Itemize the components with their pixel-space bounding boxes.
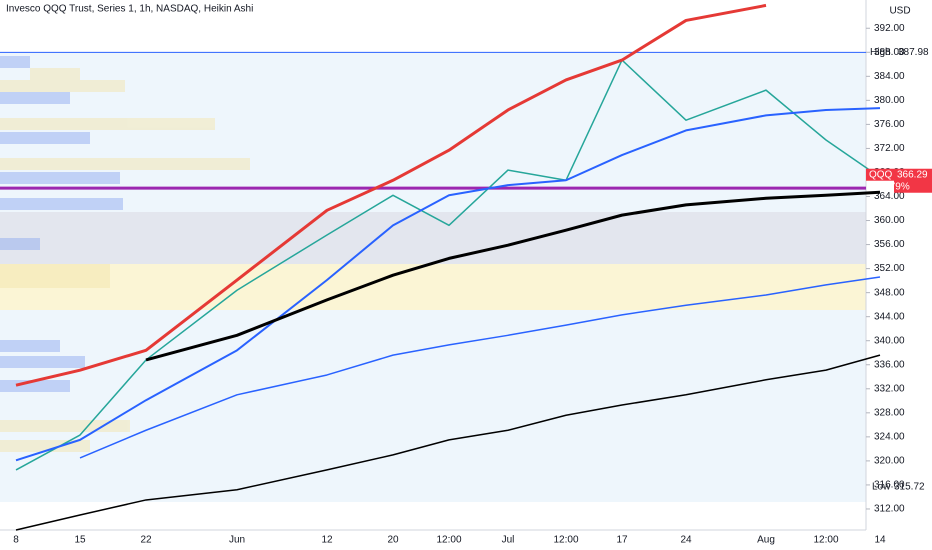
chart-title: Invesco QQQ Trust, Series 1, 1h, NASDAQ,… (6, 4, 253, 15)
high-label: High (870, 47, 891, 58)
series-line (15, 3, 767, 387)
y-axis-label: USD (889, 6, 910, 17)
volume-profile (0, 56, 250, 452)
y-tick-label: 316.00 (874, 480, 905, 491)
y-tick-label: 380.00 (874, 95, 905, 106)
x-tick-label: Jul (502, 535, 515, 546)
x-tick-label: 12:00 (813, 535, 838, 546)
y-tick-label: 392.00 (874, 23, 905, 34)
value-area (0, 264, 866, 310)
x-tick-label: 12:00 (553, 535, 578, 546)
y-tick-label: 344.00 (874, 311, 905, 322)
y-tick-label: 324.00 (874, 432, 905, 443)
y-tick-label: 348.00 (874, 287, 905, 298)
x-tick-label: 17 (616, 535, 628, 546)
last-change: +15.79% (870, 181, 910, 192)
value-area (0, 212, 866, 264)
y-tick-label: 320.00 (874, 456, 905, 467)
y-tick-label: 328.00 (874, 407, 905, 418)
x-tick-label: 8 (13, 535, 19, 546)
x-tick-label: Jun (229, 535, 245, 546)
x-tick-label: 12:00 (436, 535, 461, 546)
series-line (15, 354, 881, 531)
y-tick-label: 336.00 (874, 359, 905, 370)
y-axis-panel (866, 0, 932, 550)
price-tag (894, 168, 932, 193)
x-tick-label: 20 (387, 535, 399, 546)
y-tick-label: 356.00 (874, 239, 905, 250)
y-tick-label: 372.00 (874, 143, 905, 154)
price-tag-name: QQQ (869, 169, 893, 180)
y-tick-label: 364.00 (874, 191, 905, 202)
series-line (15, 59, 881, 471)
y-tick-label: 360.00 (874, 215, 905, 226)
x-tick-label: 14 (874, 535, 886, 546)
low-value: 315.72 (894, 481, 925, 492)
x-tick-label: 22 (140, 535, 152, 546)
last-price: 366.29 (897, 169, 928, 180)
y-tick-label: 376.00 (874, 119, 905, 130)
y-tick-label: 384.00 (874, 71, 905, 82)
y-tick-label: 340.00 (874, 335, 905, 346)
y-tick-label: 312.00 (874, 504, 905, 515)
y-tick-label: 332.00 (874, 383, 905, 394)
low-label: Low (872, 481, 891, 492)
x-tick-label: 12 (321, 535, 333, 546)
y-tick-label: 388.00 (874, 47, 905, 58)
y-tick-label: 352.00 (874, 263, 905, 274)
high-value: 387.98 (898, 47, 929, 58)
series-line (15, 107, 881, 462)
x-tick-label: 24 (680, 535, 692, 546)
price-tag (866, 168, 894, 181)
x-tick-label: 15 (74, 535, 86, 546)
series-line (79, 276, 881, 459)
series-line (145, 190, 881, 362)
x-tick-label: Aug (757, 535, 775, 546)
